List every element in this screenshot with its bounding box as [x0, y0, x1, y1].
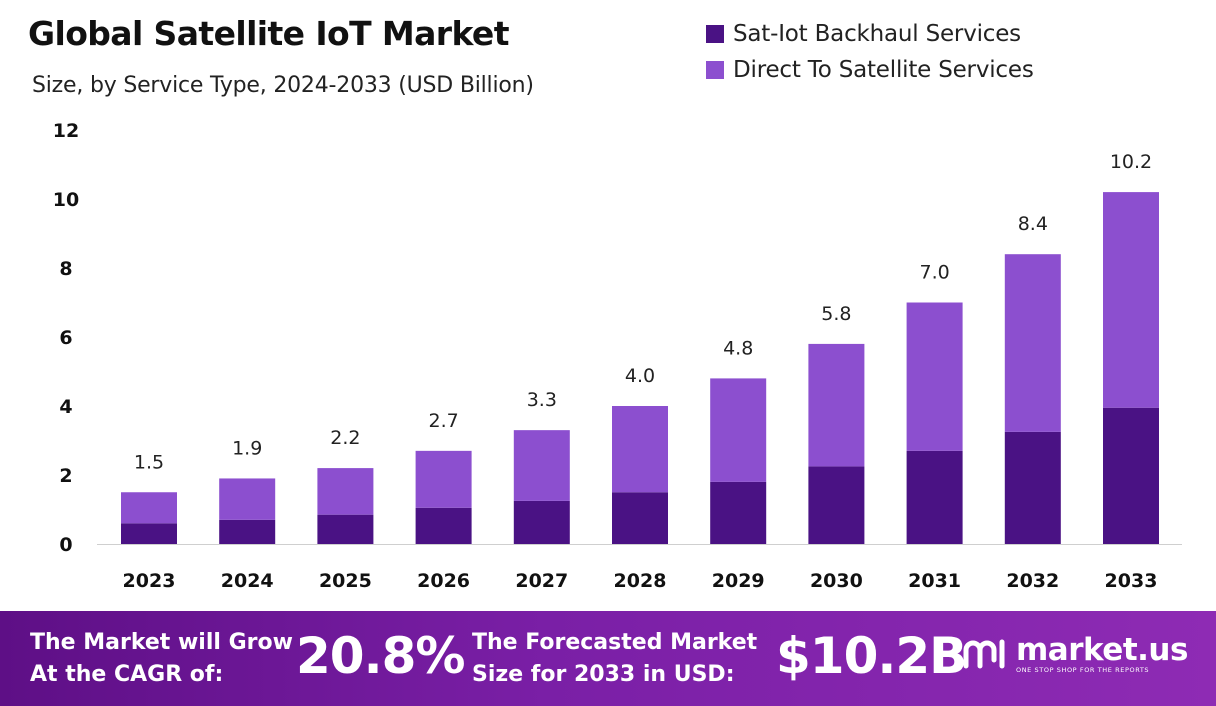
logo-tagline: ONE STOP SHOP FOR THE REPORTS [1016, 666, 1150, 674]
bar-direct [612, 406, 668, 493]
bar-total-label: 1.9 [232, 437, 262, 459]
bar-direct [415, 450, 472, 508]
bar-backhaul [121, 523, 177, 544]
market-us-logo-icon [963, 639, 1005, 668]
bar-backhaul [1103, 407, 1159, 544]
bar-direct [906, 302, 963, 451]
legend-item-backhaul: Sat-Iot Backhaul Services [706, 16, 1034, 52]
bar-backhaul [513, 500, 570, 544]
y-tick-label: 6 [59, 327, 72, 349]
stacked-bar-chart: 0 2 4 6 8 10 12 1.5 2023 1.9 2024 2.2 2025 2.7 2026 3.3… [53, 120, 1182, 592]
x-tick-label: 2033 [1105, 570, 1158, 592]
bar-direct [513, 430, 570, 501]
chart-title: Global Satellite IoT Market [28, 14, 509, 53]
market-us-logo: market.us ONE STOP SHOP FOR THE REPORTS [962, 633, 1188, 674]
bar-total-label: 2.2 [330, 427, 360, 449]
bar-direct [1004, 254, 1061, 432]
forecast-label: The Forecasted Market Size for 2033 in U… [472, 627, 757, 691]
bar-backhaul [808, 466, 865, 544]
x-tick-label: 2028 [614, 570, 667, 592]
x-tick-label: 2032 [1006, 570, 1059, 592]
bar-direct [219, 478, 276, 520]
x-tick-label: 2031 [908, 570, 961, 592]
bar-backhaul [710, 481, 767, 544]
x-tick-label: 2027 [515, 570, 568, 592]
legend-label-backhaul: Sat-Iot Backhaul Services [733, 21, 1021, 47]
bar-total-label: 1.5 [134, 451, 164, 473]
forecast-label-line2: Size for 2033 in USD: [472, 662, 735, 687]
x-tick-label: 2026 [417, 570, 470, 592]
bar-direct [121, 492, 177, 524]
bar-total-label: 7.0 [919, 262, 949, 284]
forecast-label-line1: The Forecasted Market [472, 630, 758, 655]
bar-direct [1103, 192, 1159, 408]
x-tick-label: 2030 [810, 570, 863, 592]
y-tick-label: 4 [59, 396, 72, 418]
bar-backhaul [1004, 431, 1061, 544]
bar-direct [317, 468, 374, 515]
footer-banner: The Market will Grow At the CAGR of: 20.… [0, 611, 1216, 706]
bar-backhaul [906, 450, 963, 544]
x-tick-label: 2029 [712, 570, 765, 592]
logo-text: market.us [1016, 632, 1188, 668]
cagr-label-line1: The Market will Grow [30, 630, 293, 655]
bar-total-label: 8.4 [1018, 213, 1048, 235]
bar-backhaul [317, 514, 374, 544]
legend-swatch-direct [706, 61, 724, 79]
y-tick-label: 8 [59, 258, 72, 280]
x-tick-label: 2023 [123, 570, 176, 592]
cagr-label-line2: At the CAGR of: [30, 662, 224, 687]
cagr-value: 20.8% [296, 627, 465, 685]
y-tick-label: 10 [53, 189, 79, 211]
bar-direct [710, 378, 767, 482]
x-tick-label: 2024 [221, 570, 274, 592]
y-tick-label: 2 [59, 465, 72, 487]
bar-total-label: 4.0 [625, 365, 655, 387]
forecast-value: $10.2B [776, 627, 967, 685]
bar-total-label: 3.3 [527, 389, 557, 411]
bar-total-label: 4.8 [723, 337, 753, 359]
chart-subtitle: Size, by Service Type, 2024-2033 (USD Bi… [32, 73, 534, 98]
x-tick-label: 2025 [319, 570, 372, 592]
cagr-label: The Market will Grow At the CAGR of: [30, 627, 293, 691]
bar-direct [808, 343, 865, 467]
bar-backhaul [612, 492, 668, 544]
legend-label-direct: Direct To Satellite Services [733, 57, 1034, 83]
legend-item-direct: Direct To Satellite Services [706, 52, 1034, 88]
bar-total-label: 5.8 [821, 303, 851, 325]
bar-total-label: 2.7 [428, 410, 458, 432]
bar-total-label: 10.2 [1110, 151, 1152, 173]
y-tick-label: 0 [59, 534, 72, 556]
bar-backhaul [415, 507, 472, 544]
y-tick-label: 12 [53, 120, 79, 142]
bar-backhaul [219, 519, 276, 544]
legend-swatch-backhaul [706, 25, 724, 43]
legend: Sat-Iot Backhaul Services Direct To Sate… [706, 16, 1034, 88]
